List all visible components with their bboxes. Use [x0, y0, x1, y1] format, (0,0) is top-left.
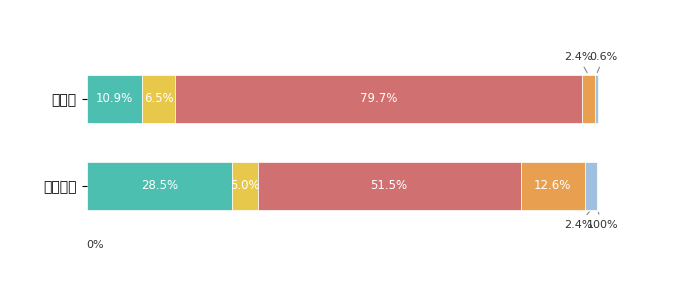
Bar [142, 75, 175, 123]
Bar [175, 75, 583, 123]
Text: 6.5%: 6.5% [144, 92, 174, 105]
Text: 2.4%: 2.4% [564, 212, 592, 230]
Text: 28.5%: 28.5% [140, 179, 178, 192]
Bar [257, 162, 520, 210]
Bar [86, 75, 142, 123]
Bar [594, 75, 598, 123]
Bar [583, 75, 594, 123]
Text: 79.7%: 79.7% [361, 92, 398, 105]
Text: 51.5%: 51.5% [370, 179, 408, 192]
Bar [232, 162, 257, 210]
Text: 100%: 100% [587, 212, 619, 230]
Text: 2.4%: 2.4% [564, 52, 592, 73]
Text: 10.9%: 10.9% [95, 92, 133, 105]
Bar [585, 162, 597, 210]
Text: 5.0%: 5.0% [230, 179, 260, 192]
Bar [86, 162, 232, 210]
Text: 12.6%: 12.6% [534, 179, 572, 192]
Text: 0%: 0% [86, 240, 104, 250]
Text: 0.6%: 0.6% [590, 52, 618, 72]
Bar [520, 162, 585, 210]
